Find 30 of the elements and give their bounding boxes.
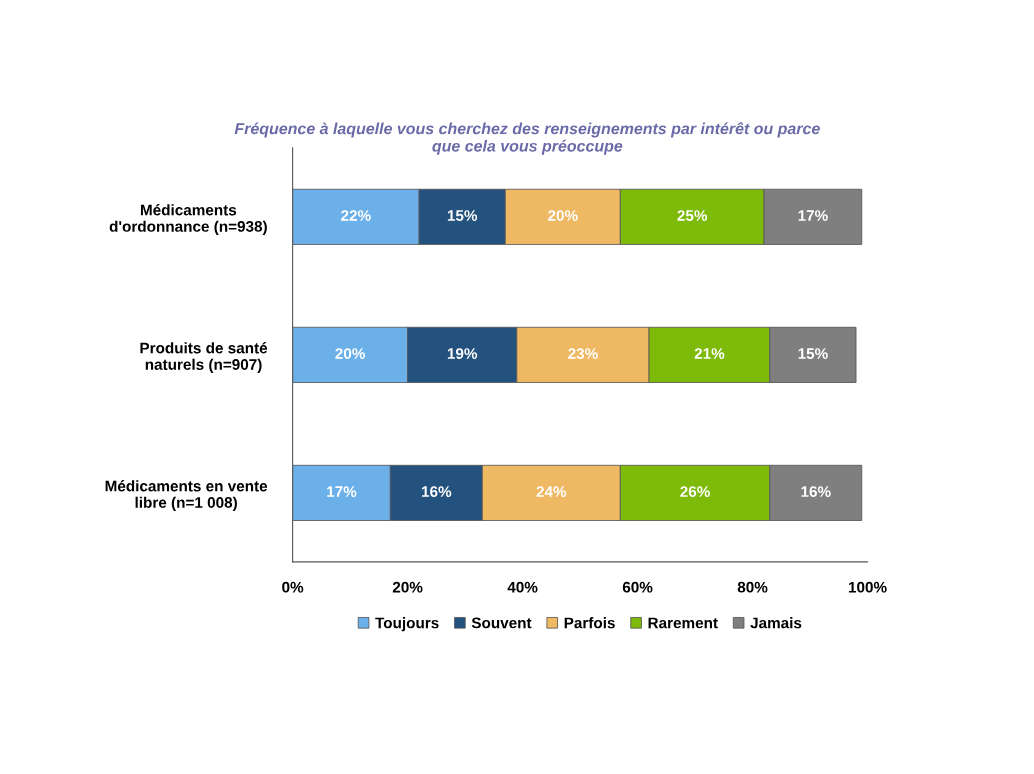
legend-label: Parfois — [564, 617, 615, 629]
legend-label: Rarement — [648, 617, 718, 629]
data-label: 25% — [677, 210, 708, 221]
legend-label: Jamais — [750, 617, 802, 629]
data-label: 15% — [447, 210, 478, 221]
x-tick-label: 20% — [392, 581, 423, 593]
data-label: 17% — [798, 210, 828, 221]
data-label: 16% — [422, 486, 452, 498]
data-label: 21% — [694, 348, 725, 359]
y-tick-label: Produits de santé naturels (n=907) — [140, 342, 268, 373]
legend-label: Souvent — [471, 617, 532, 629]
x-tick-label: 100% — [848, 581, 887, 593]
data-label: 20% — [335, 348, 365, 359]
x-tick-label: 0% — [282, 581, 304, 593]
x-tick-label: 80% — [737, 581, 768, 593]
x-tick-label: 40% — [507, 581, 538, 593]
data-label: 20% — [548, 210, 578, 221]
data-label: 26% — [680, 486, 710, 498]
y-tick-label: Médicaments en vente libre (n=1 008) — [105, 480, 268, 511]
data-label: 15% — [798, 348, 828, 359]
legend-label: Toujours — [375, 617, 439, 632]
data-label: 23% — [568, 348, 598, 359]
chart-title: Fréquence à laquelle vous cherchez des renseignements par intérêt ou parce que cela vous préoccupe — [234, 122, 820, 155]
data-label: 22% — [341, 210, 371, 221]
data-label: 24% — [536, 486, 567, 497]
data-label: 19% — [447, 348, 478, 359]
x-tick-label: 60% — [622, 581, 653, 593]
y-tick-label: Médicaments d'ordonnance (n=938) — [109, 204, 267, 235]
data-label: 17% — [327, 486, 357, 497]
data-label: 16% — [801, 486, 831, 498]
